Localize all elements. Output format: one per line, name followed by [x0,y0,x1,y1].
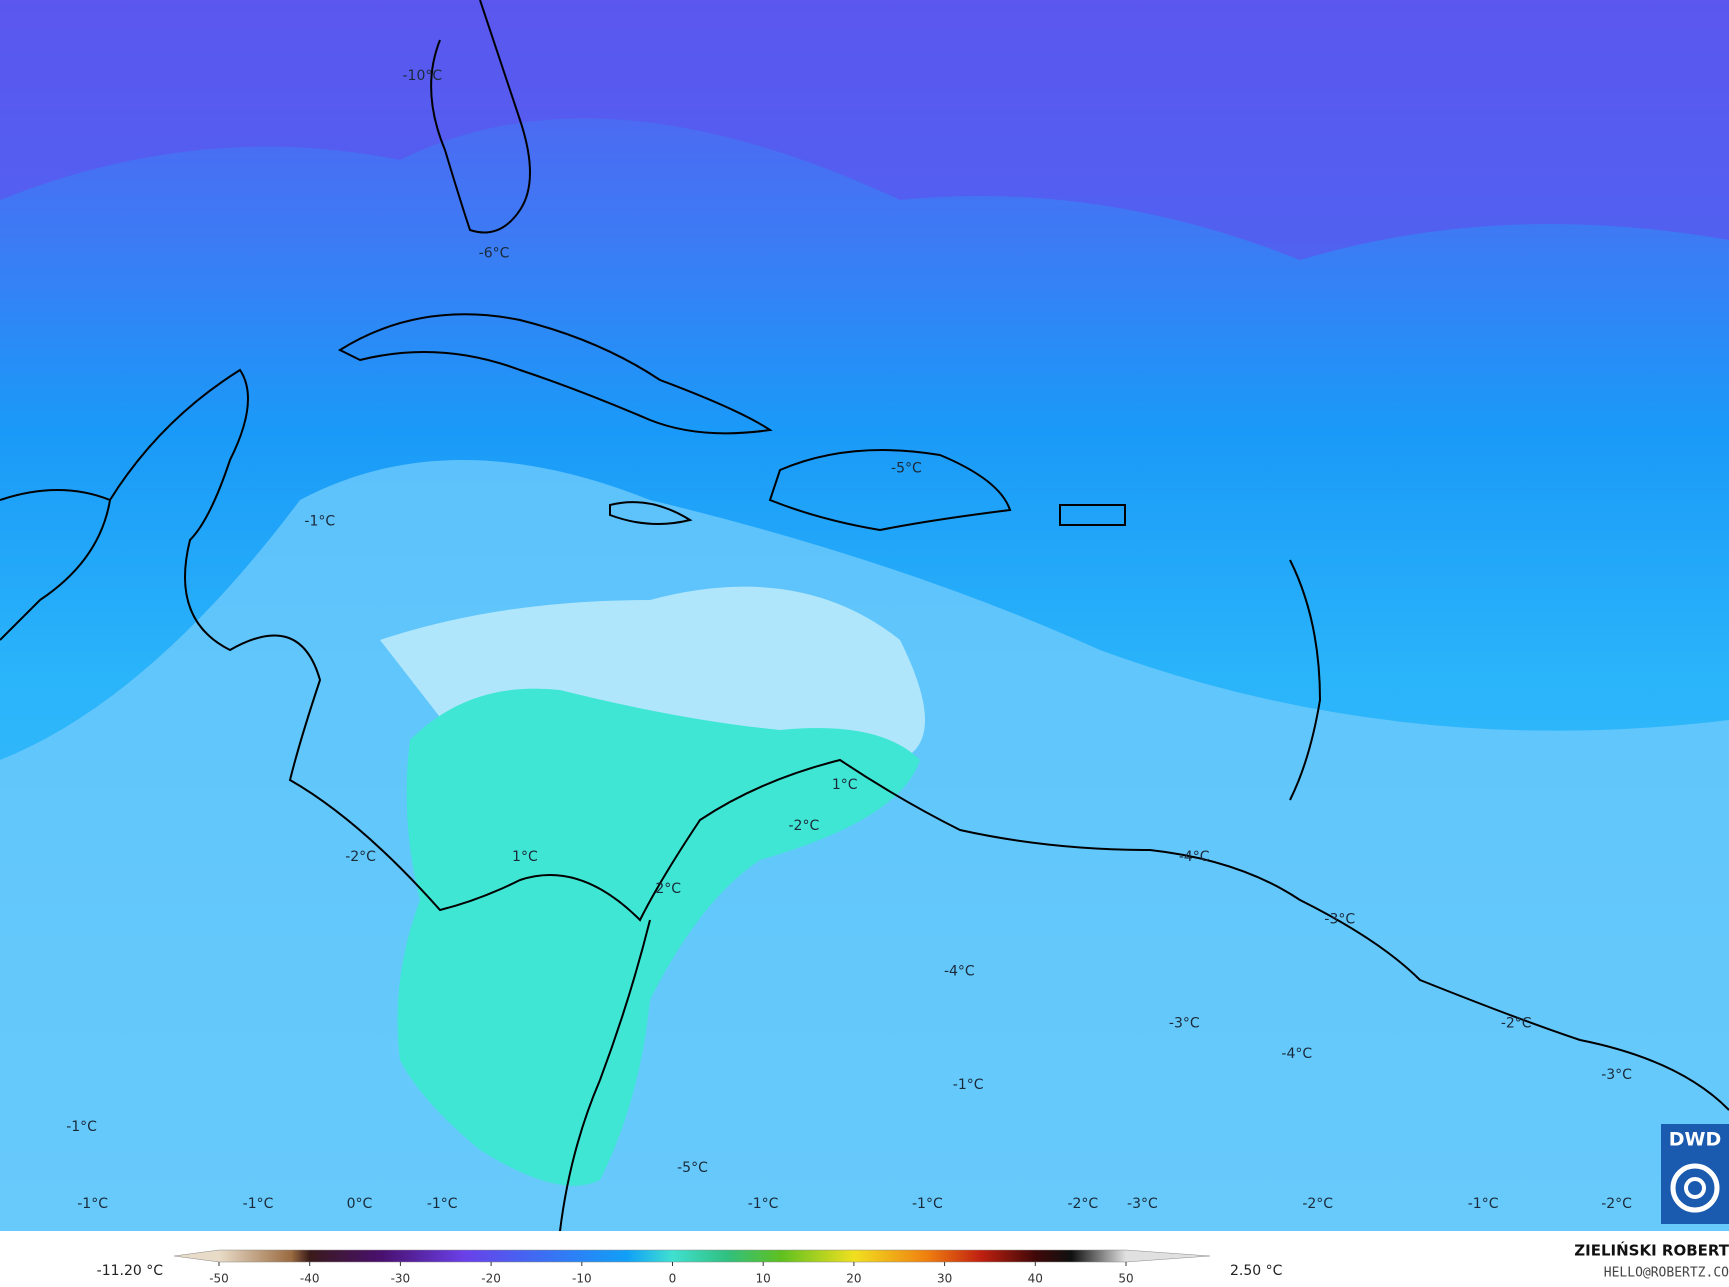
temp-label: -1°C [66,1119,97,1135]
colorbar-tick-label: -30 [391,1272,411,1286]
logo-swirl-inner [1684,1177,1706,1199]
temp-label: 0°C [347,1196,373,1212]
colorbar-tick-label: 40 [1028,1272,1043,1286]
logo-text: DWD [1669,1129,1722,1151]
temp-label: -2°C [1501,1015,1532,1031]
temp-label: -2°C [789,818,820,834]
temp-label: -3°C [1324,912,1355,928]
temp-label: -1°C [427,1196,458,1212]
temp-label: -5°C [891,461,922,477]
colorbar-tick-label: 50 [1118,1272,1133,1286]
temp-label: 2°C [655,881,681,897]
colorbar-tick-label: 10 [756,1272,771,1286]
temp-label: -4°C [1179,849,1210,865]
colorbar [173,1249,1211,1263]
temp-label: -6°C [479,246,510,262]
temp-label: 1°C [832,777,858,793]
colorbar-tick-label: 0 [669,1272,677,1286]
temp-label: -1°C [912,1196,943,1212]
colorbar-tick-label: -50 [209,1272,229,1286]
temp-label: -5°C [677,1160,708,1176]
temp-label: -3°C [1169,1015,1200,1031]
temp-label: -2°C [1067,1196,1098,1212]
temp-label: -1°C [304,514,335,530]
temp-label: -1°C [243,1196,274,1212]
temp-label: -1°C [77,1196,108,1212]
temp-label: -10°C [403,68,443,84]
temp-label: -4°C [1281,1046,1312,1062]
logo-swirl [1670,1163,1720,1213]
temp-label: -1°C [953,1077,984,1093]
logo-box [1661,1124,1729,1224]
colorbar-tick-label: -40 [300,1272,320,1286]
temp-label: -2°C [1302,1196,1333,1212]
coastlines [0,0,1729,1232]
colorbar-ticks: -50 -40 -30 -20 -10 0 10 20 30 40 50 [209,1262,1134,1286]
temp-label: -1°C [748,1196,779,1212]
temp-label: 1°C [512,849,538,865]
min-label: -11.20 °C [97,1263,164,1279]
temp-label: -1°C [1468,1196,1499,1212]
warmest-zone [397,688,920,1186]
colorbar-tick-label: 30 [937,1272,952,1286]
colorbar-tick-label: 20 [846,1272,861,1286]
colorbar-tick-label: -20 [481,1272,501,1286]
dwd-logo: DWD [1661,1124,1729,1224]
email: HELLO@ROBERTZ.CO [1604,1266,1729,1281]
colorbar-tick-label: -10 [572,1272,592,1286]
temp-label: -2°C [1601,1196,1632,1212]
temp-label: -4°C [944,963,975,979]
temperature-labels: -10°C -6°C -5°C -1°C 1°C -2°C 1°C -2°C -4°C 2°C -3… [66,68,1632,1212]
temp-label: -3°C [1601,1067,1632,1083]
max-label: 2.50 °C [1230,1263,1283,1279]
author: ZIELIŃSKI ROBERT [1574,1241,1729,1260]
temp-label: -3°C [1127,1196,1158,1212]
temp-label: -2°C [345,849,376,865]
